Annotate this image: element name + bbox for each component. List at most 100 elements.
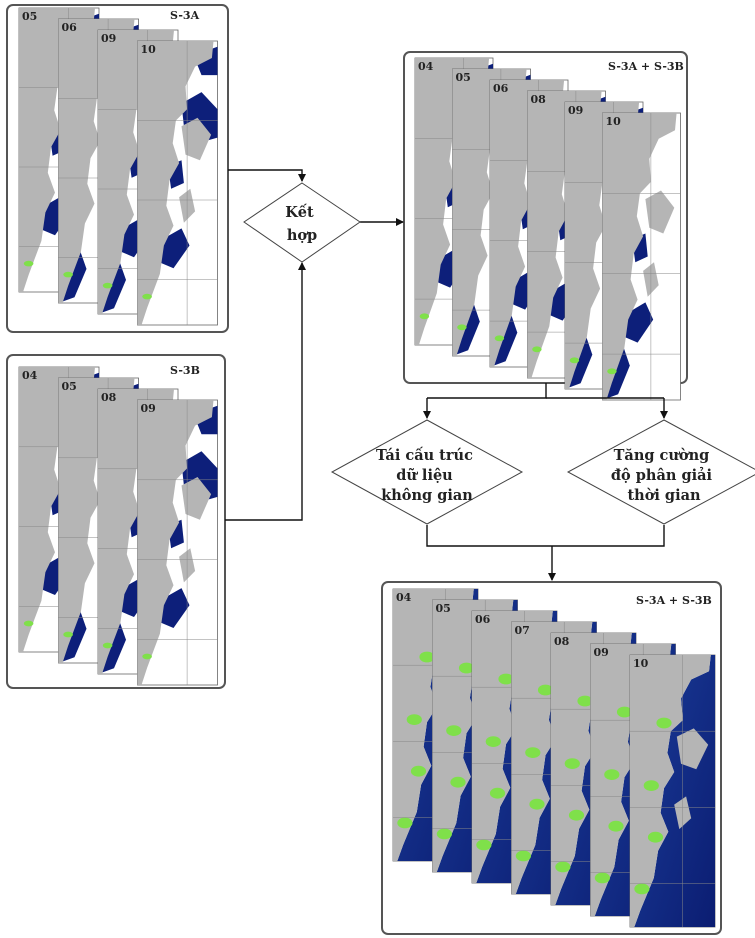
tile-bloom bbox=[608, 820, 624, 832]
tile-day-label: 06 bbox=[493, 82, 509, 95]
tile-bloom bbox=[419, 651, 435, 663]
tile-day-label: 10 bbox=[141, 43, 157, 56]
tile-bloom bbox=[410, 765, 427, 777]
map-tile: 09 bbox=[137, 399, 218, 686]
tile-bloom bbox=[102, 282, 113, 289]
tile-day-label: 09 bbox=[141, 402, 156, 415]
temporal-text: Tăng cường độ phân giải thời gian bbox=[611, 447, 717, 504]
panel-label-s3a: S-3A bbox=[170, 9, 200, 22]
tile-day-label: 05 bbox=[62, 380, 77, 393]
tile-land bbox=[415, 58, 490, 345]
tile-day-label: 09 bbox=[568, 104, 583, 117]
spatial-diamond bbox=[330, 419, 524, 525]
temporal-line-1: Tăng cường bbox=[614, 447, 710, 464]
tile-bloom bbox=[616, 706, 633, 718]
tile-land bbox=[511, 622, 593, 894]
tile-day-label: 08 bbox=[101, 391, 117, 404]
tile-day-label: 10 bbox=[633, 657, 649, 670]
tile-day-label: 04 bbox=[22, 369, 38, 382]
tile-land bbox=[565, 102, 640, 389]
tile-bloom bbox=[564, 758, 580, 769]
tile-land bbox=[98, 30, 174, 314]
tile-bloom bbox=[485, 736, 501, 747]
tile-bloom bbox=[568, 809, 585, 821]
connectors bbox=[225, 169, 668, 581]
tile-land bbox=[551, 633, 632, 905]
tile-land bbox=[452, 69, 527, 356]
panel-label-final: S-3A + S-3B bbox=[636, 594, 712, 607]
map-tile: 10 bbox=[629, 654, 716, 928]
temporal-line-2: độ phân giải bbox=[611, 467, 713, 484]
tile-day-label: 05 bbox=[436, 602, 451, 615]
tile-bloom bbox=[532, 346, 542, 353]
tile-bloom bbox=[643, 780, 659, 791]
arrow-s3a-to-combine bbox=[228, 169, 306, 182]
tile-bloom bbox=[142, 653, 152, 660]
tile-island bbox=[181, 477, 212, 520]
tile-day-label: 06 bbox=[475, 613, 491, 626]
tile-bloom bbox=[577, 695, 593, 707]
combine-diamond bbox=[243, 182, 361, 263]
tile-day-label: 05 bbox=[22, 10, 37, 23]
tile-bloom bbox=[529, 798, 545, 810]
tile-bloom bbox=[63, 271, 73, 278]
tile-bloom bbox=[498, 673, 514, 685]
tile-day-label: 04 bbox=[418, 60, 434, 73]
spatial-line-1: Tái cấu trúc bbox=[376, 446, 473, 464]
tile-island bbox=[181, 117, 212, 161]
tile-bloom bbox=[604, 769, 620, 780]
tile-land bbox=[630, 655, 711, 927]
tile-bloom bbox=[515, 850, 531, 862]
tile-bloom bbox=[23, 620, 34, 627]
tile-land bbox=[58, 19, 135, 303]
tile-land bbox=[58, 378, 135, 663]
tile-bloom bbox=[436, 828, 452, 840]
tile-bloom bbox=[569, 357, 580, 364]
tile-bloom bbox=[23, 260, 34, 267]
tile-bloom bbox=[555, 861, 571, 873]
tile-land bbox=[590, 644, 672, 916]
tile-day-label: 06 bbox=[62, 21, 78, 34]
panel-label-merged: S-3A + S-3B bbox=[608, 60, 684, 73]
spatial-text: Tái cấu trúc dữ liệu không gian bbox=[376, 446, 478, 504]
tile-land bbox=[19, 367, 95, 652]
tile-land bbox=[490, 80, 565, 367]
tile-island bbox=[676, 728, 709, 770]
tile-day-label: 10 bbox=[606, 115, 622, 128]
arrow-s3b-to-combine bbox=[225, 262, 306, 521]
tile-bloom bbox=[476, 839, 492, 851]
tile-bloom bbox=[494, 335, 505, 342]
tile-bloom bbox=[594, 872, 610, 884]
spatial-line-2: dữ liệu bbox=[396, 467, 453, 484]
tile-land bbox=[393, 589, 474, 861]
tile-bloom bbox=[525, 747, 541, 758]
tile-land bbox=[472, 611, 553, 883]
tile-bloom bbox=[397, 817, 413, 829]
tile-land bbox=[527, 91, 602, 378]
tile-land bbox=[602, 113, 677, 400]
tile-bloom bbox=[450, 776, 466, 788]
tile-bloom bbox=[634, 883, 650, 895]
connector-merged-split bbox=[427, 383, 547, 399]
tile-island bbox=[645, 190, 675, 234]
map-tile: 10 bbox=[137, 40, 218, 326]
tile-day-label: 05 bbox=[456, 71, 471, 84]
tile-bloom bbox=[647, 831, 664, 843]
tile-land bbox=[98, 389, 174, 674]
tile-bloom bbox=[446, 725, 462, 736]
combine-text: Kết hợp bbox=[285, 203, 319, 244]
temporal-diamond bbox=[566, 419, 755, 525]
tile-day-label: 09 bbox=[594, 646, 609, 659]
tile-land bbox=[19, 8, 95, 292]
tile-land bbox=[137, 41, 214, 325]
connector-join bbox=[426, 525, 665, 547]
spatial-line-3: không gian bbox=[381, 487, 473, 504]
tile-bloom bbox=[489, 787, 506, 799]
panel-label-s3b: S-3B bbox=[170, 364, 200, 377]
tile-bloom bbox=[102, 642, 113, 649]
temporal-line-3: thời gian bbox=[627, 487, 701, 504]
tile-day-label: 08 bbox=[554, 635, 570, 648]
tile-land bbox=[432, 600, 514, 872]
tile-bloom bbox=[406, 714, 422, 725]
